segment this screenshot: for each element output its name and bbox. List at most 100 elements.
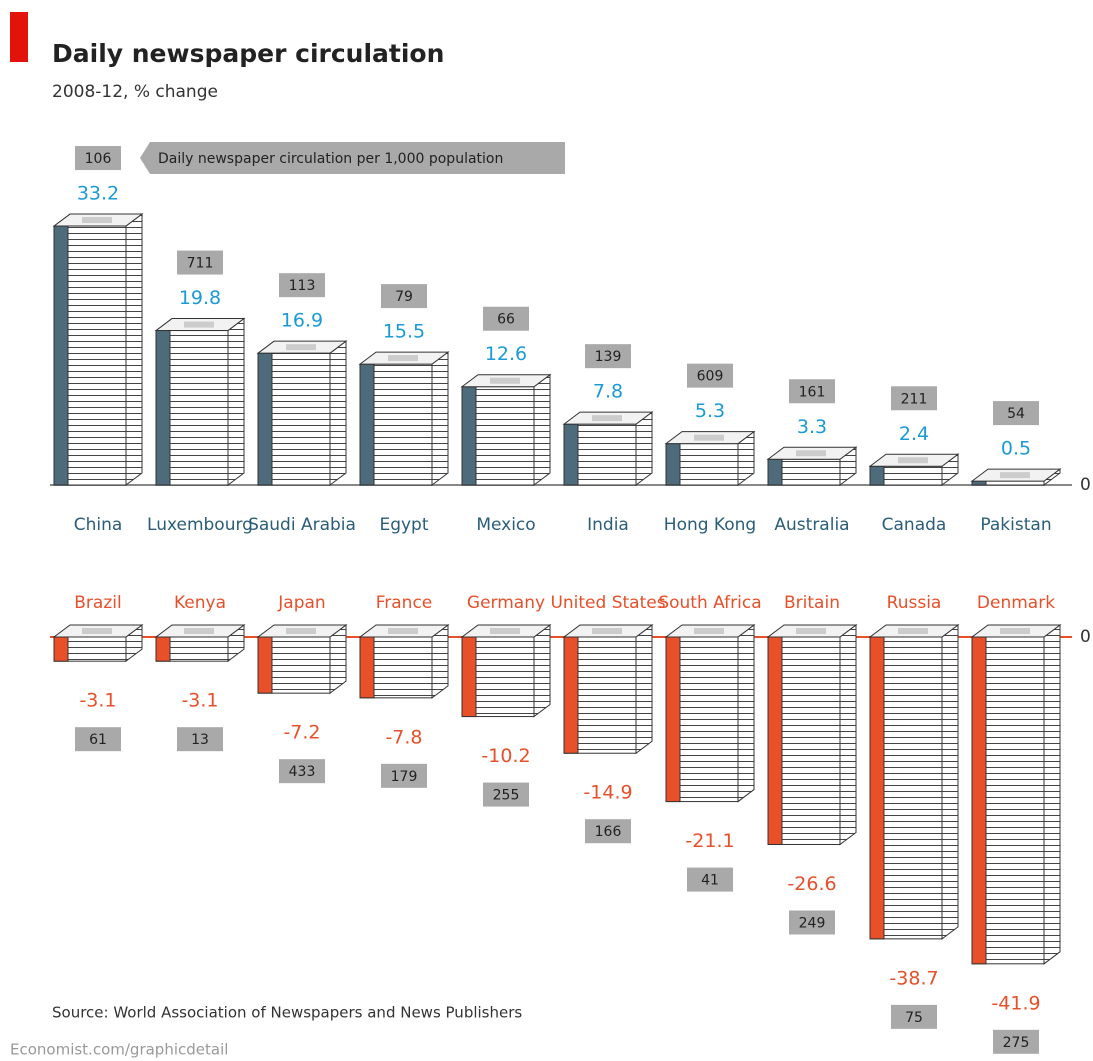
bar-right [431, 351, 449, 486]
category-label: Denmark [977, 593, 1055, 613]
bar-right [737, 624, 755, 803]
bar-top-print [184, 321, 214, 328]
category-label: Britain [784, 593, 840, 613]
category-label: United States [550, 593, 665, 613]
annotation: Daily newspaper circulation per 1,000 po… [158, 151, 503, 167]
circulation-label: 79 [395, 289, 413, 305]
category-label: Luxembourg [147, 515, 253, 535]
bar-top-print [898, 457, 928, 464]
bar-side [257, 352, 273, 486]
circulation-label: 161 [799, 384, 826, 400]
value-label: 5.3 [695, 400, 725, 422]
bar-top-print [1000, 472, 1030, 479]
circulation-label: 66 [497, 312, 515, 328]
bar-side [359, 636, 375, 699]
circulation-label: 211 [901, 391, 928, 407]
bar-top-print [82, 217, 112, 224]
circulation-box [789, 379, 835, 404]
category-label: Canada [882, 515, 947, 535]
circulation-box [381, 284, 427, 309]
circulation-box [75, 727, 121, 752]
value-label: 19.8 [179, 287, 221, 309]
bar-top-print [490, 377, 520, 384]
category-label: Saudi Arabia [248, 515, 356, 535]
category-label: Kenya [174, 593, 226, 613]
circulation-label: 609 [697, 369, 724, 385]
circulation-box [381, 763, 427, 788]
circulation-box [687, 363, 733, 388]
value-label: -10.2 [481, 745, 530, 767]
circulation-label: 711 [187, 256, 214, 272]
bar-side [53, 636, 69, 662]
circulation-box [279, 273, 325, 298]
chart-subtitle: 2008-12, % change [52, 82, 218, 102]
bar-side [461, 636, 477, 718]
circulation-box [75, 146, 121, 171]
circulation-box [993, 401, 1039, 426]
category-label: South Africa [658, 593, 761, 613]
source: Source: World Association of Newspapers … [52, 1004, 522, 1022]
category-label: Germany [467, 593, 545, 613]
bar-top-print [694, 628, 724, 634]
circulation-label: 139 [595, 349, 622, 365]
circulation-label: 433 [289, 764, 316, 780]
bar-right [1043, 624, 1061, 965]
circulation-label: 113 [289, 278, 316, 294]
y-tick-label: 0 [1080, 627, 1091, 647]
value-label: -3.1 [79, 690, 116, 712]
bar-side [665, 443, 681, 486]
bar-right [635, 624, 653, 755]
footer: Economist.com/graphicdetail [10, 1041, 228, 1059]
circulation-box [687, 867, 733, 892]
bar-side [563, 423, 579, 486]
circulation-box [483, 306, 529, 331]
value-label: -7.8 [385, 726, 422, 748]
circulation-box [891, 1004, 937, 1029]
bar-top-print [796, 628, 826, 634]
value-label: -26.6 [787, 873, 836, 895]
circulation-label: 249 [799, 915, 826, 931]
bar-top-print [286, 344, 316, 351]
circulation-box [891, 386, 937, 411]
bar-right [839, 624, 857, 846]
bar-right [533, 624, 551, 718]
circulation-label: 179 [391, 769, 418, 785]
bar-side [767, 458, 783, 486]
value-label: -7.2 [283, 722, 320, 744]
circulation-box [279, 759, 325, 784]
bar-side [767, 636, 783, 845]
value-label: 3.3 [797, 416, 827, 438]
circulation-box [177, 727, 223, 752]
bar-side [461, 386, 477, 486]
chart-title: Daily newspaper circulation [52, 39, 444, 68]
bar-side [971, 480, 987, 486]
circulation-label: 61 [89, 732, 107, 748]
circulation-label: 106 [85, 151, 112, 167]
bar-top-print [388, 355, 418, 362]
bar-right [329, 340, 347, 486]
title-marker [10, 12, 28, 62]
bar-right [431, 624, 449, 699]
category-label: Hong Kong [664, 515, 756, 535]
circulation-label: 75 [905, 1010, 923, 1026]
value-label: 15.5 [383, 321, 425, 343]
category-label: Japan [277, 593, 325, 613]
value-label: -3.1 [181, 690, 218, 712]
bar-side [257, 636, 273, 694]
category-label: Pakistan [980, 515, 1051, 535]
circulation-box [177, 250, 223, 275]
bar-top-print [592, 415, 622, 422]
circulation-box [789, 910, 835, 935]
value-label: -21.1 [685, 830, 734, 852]
bar-side [869, 465, 885, 486]
bar-side [563, 636, 579, 754]
bar-top-print [490, 628, 520, 634]
category-label: Russia [887, 593, 942, 613]
bar-side [971, 636, 987, 965]
category-label: Egypt [379, 515, 428, 535]
bar-side [665, 636, 681, 803]
bar-top-print [898, 628, 928, 634]
circulation-label: 13 [191, 732, 209, 748]
circulation-box [585, 819, 631, 844]
value-label: 33.2 [77, 183, 119, 205]
